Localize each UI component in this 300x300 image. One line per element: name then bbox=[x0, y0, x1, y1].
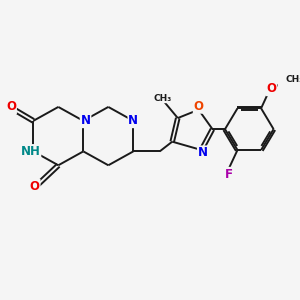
Text: O: O bbox=[6, 100, 16, 113]
Text: O: O bbox=[194, 100, 204, 113]
Text: F: F bbox=[225, 168, 233, 181]
Text: CH₃: CH₃ bbox=[285, 75, 300, 84]
Text: CH₃: CH₃ bbox=[153, 94, 172, 103]
Text: N: N bbox=[81, 114, 91, 127]
Text: NH: NH bbox=[21, 145, 40, 158]
Text: O: O bbox=[267, 82, 277, 95]
Text: N: N bbox=[128, 114, 138, 127]
Text: O: O bbox=[30, 180, 40, 193]
Text: N: N bbox=[198, 146, 208, 159]
